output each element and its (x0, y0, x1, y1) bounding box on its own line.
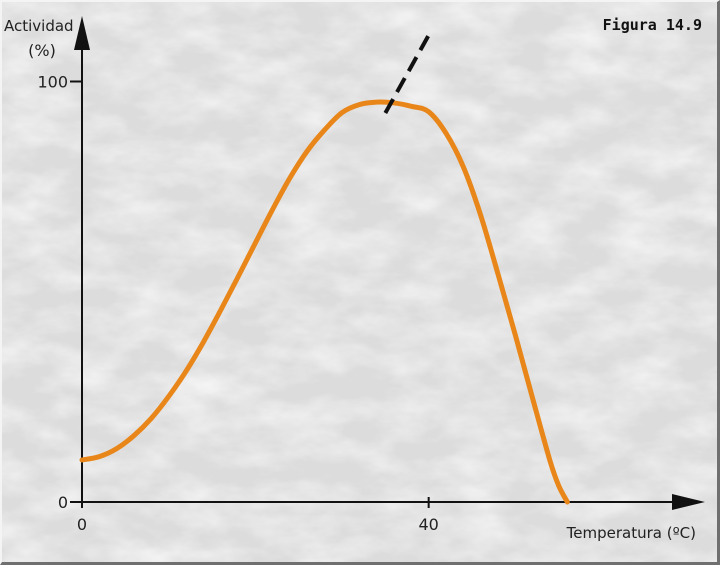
y-tick-label: 0 (58, 493, 68, 512)
extrapolation-dashed-line (383, 34, 431, 114)
x-axis-label: Temperatura (ºC) (566, 524, 696, 542)
x-tick-label: 0 (77, 515, 87, 534)
axes (74, 16, 705, 510)
activity-curve (79, 99, 570, 505)
figure-label: Figura 14.9 (603, 16, 702, 34)
y-axis-unit: (%) (28, 41, 56, 60)
y-tick-label: 100 (37, 72, 68, 91)
y-axis-arrowhead (74, 16, 90, 50)
x-tick-label: 40 (418, 515, 438, 534)
y-axis-label: Actividad (4, 17, 74, 35)
x-axis-arrowhead (672, 494, 705, 510)
